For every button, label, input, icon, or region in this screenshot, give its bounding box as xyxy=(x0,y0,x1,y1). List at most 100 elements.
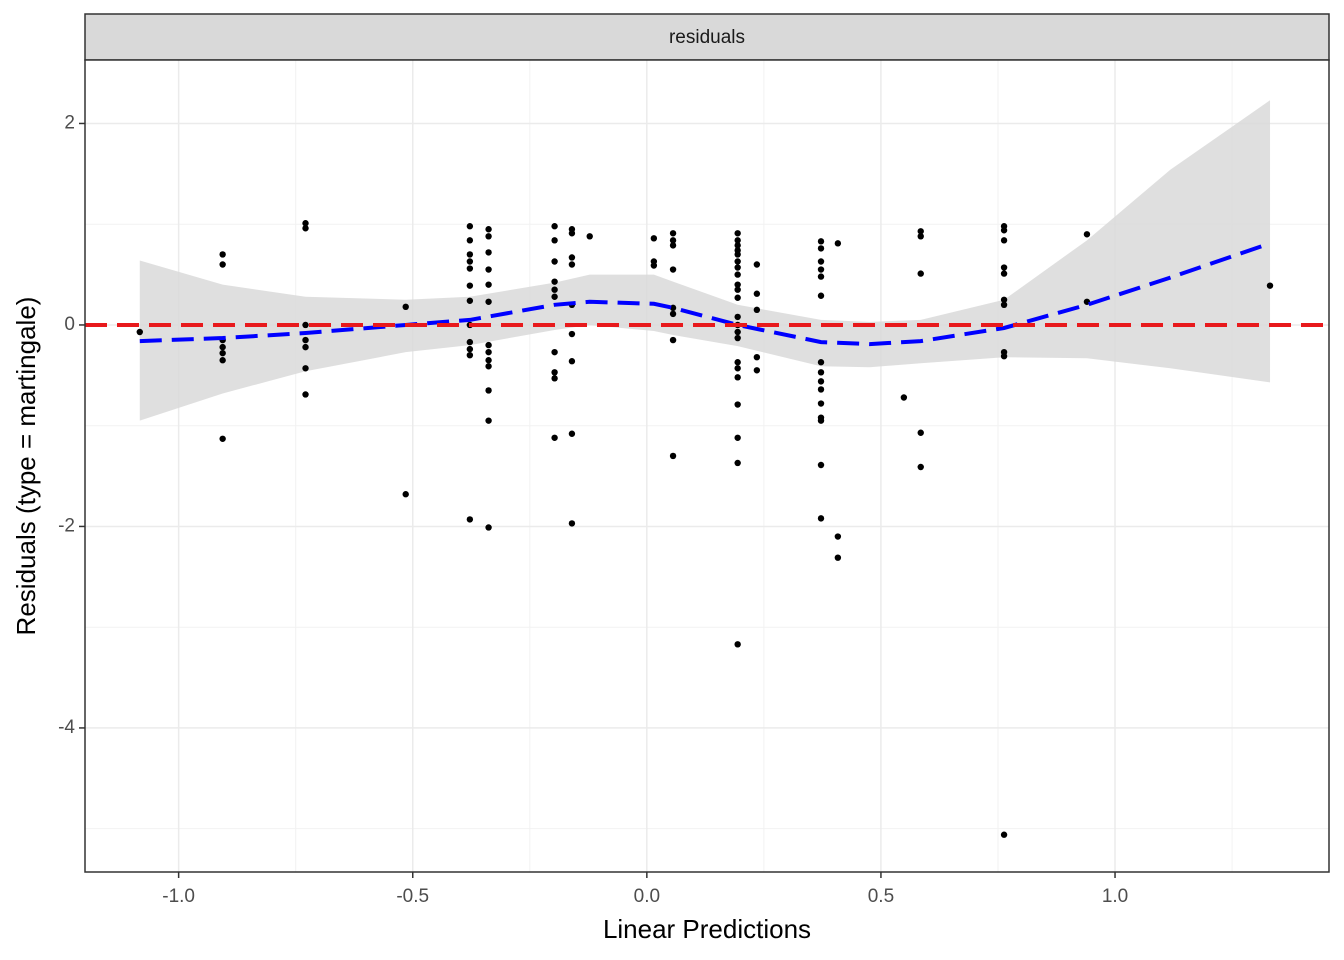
point xyxy=(136,328,143,336)
point xyxy=(302,391,309,398)
point xyxy=(466,282,474,289)
point xyxy=(302,365,309,372)
point xyxy=(669,266,677,273)
point xyxy=(1000,270,1008,277)
point xyxy=(485,281,492,288)
point xyxy=(485,524,492,531)
point xyxy=(1000,264,1008,271)
point xyxy=(1266,282,1274,289)
point xyxy=(817,400,825,407)
y-tick-label: -2 xyxy=(58,515,75,536)
point xyxy=(817,273,825,280)
point xyxy=(485,226,492,233)
point xyxy=(485,363,492,370)
point xyxy=(917,463,924,471)
point xyxy=(734,264,741,271)
smooth-line xyxy=(139,241,1271,347)
point xyxy=(753,353,761,361)
point xyxy=(817,292,825,299)
point xyxy=(568,230,576,237)
point xyxy=(734,230,741,237)
point xyxy=(900,394,908,401)
point xyxy=(568,430,576,437)
point xyxy=(551,286,558,293)
x-axis-title: Linear Predictions xyxy=(603,914,811,944)
point xyxy=(551,223,558,230)
point xyxy=(485,249,492,256)
point xyxy=(834,533,842,540)
point xyxy=(219,435,226,442)
panel-background xyxy=(85,60,1329,872)
point xyxy=(817,238,825,245)
point xyxy=(817,359,825,366)
point xyxy=(734,359,741,366)
y-axis-title: Residuals (type = martingale) xyxy=(11,297,41,636)
point xyxy=(551,237,558,244)
x-tick-label: -0.5 xyxy=(396,886,429,907)
point xyxy=(1000,237,1008,244)
point xyxy=(734,281,741,288)
point xyxy=(669,237,677,244)
point xyxy=(402,303,409,311)
point xyxy=(917,233,924,240)
point xyxy=(219,251,226,258)
y-tick-label: 0 xyxy=(64,314,75,335)
y-tick-label: 2 xyxy=(64,112,75,133)
point xyxy=(669,310,677,318)
point xyxy=(1000,301,1008,309)
point xyxy=(586,233,593,240)
point xyxy=(466,237,474,244)
point xyxy=(485,357,492,364)
point xyxy=(917,429,924,436)
point xyxy=(551,369,558,376)
point xyxy=(734,328,741,336)
strip-label: residuals xyxy=(669,27,745,48)
point xyxy=(551,375,558,382)
point xyxy=(1000,352,1008,360)
point xyxy=(302,321,309,329)
point xyxy=(466,297,474,304)
point xyxy=(551,258,558,265)
point xyxy=(734,251,741,258)
point xyxy=(734,242,741,249)
point xyxy=(734,365,741,372)
point xyxy=(817,386,825,393)
point xyxy=(1083,231,1091,238)
point xyxy=(219,349,226,357)
x-tick-label: -1.0 xyxy=(162,886,195,907)
point xyxy=(1000,227,1008,234)
point xyxy=(219,343,226,351)
x-tick-label: 0.0 xyxy=(634,886,660,907)
point xyxy=(734,459,741,467)
point xyxy=(817,461,825,469)
point xyxy=(568,358,576,365)
point xyxy=(734,258,741,265)
point xyxy=(734,294,741,301)
point xyxy=(753,261,761,268)
point xyxy=(650,235,658,242)
point xyxy=(568,520,576,527)
point xyxy=(466,265,474,272)
point xyxy=(402,491,409,498)
point xyxy=(485,341,492,349)
point xyxy=(302,225,309,232)
point xyxy=(817,515,825,522)
point xyxy=(669,452,677,460)
point xyxy=(485,266,492,273)
point xyxy=(734,374,741,381)
x-tick-label: 1.0 xyxy=(1102,886,1128,907)
point xyxy=(734,313,741,321)
y-tick-label: -4 xyxy=(58,717,75,738)
point xyxy=(753,306,761,314)
point xyxy=(817,378,825,385)
point xyxy=(1000,296,1008,303)
point xyxy=(466,516,474,523)
point xyxy=(466,251,474,258)
point xyxy=(834,240,842,247)
point xyxy=(669,304,677,312)
point xyxy=(551,278,558,285)
point xyxy=(817,266,825,273)
point xyxy=(817,369,825,376)
point xyxy=(568,261,576,268)
